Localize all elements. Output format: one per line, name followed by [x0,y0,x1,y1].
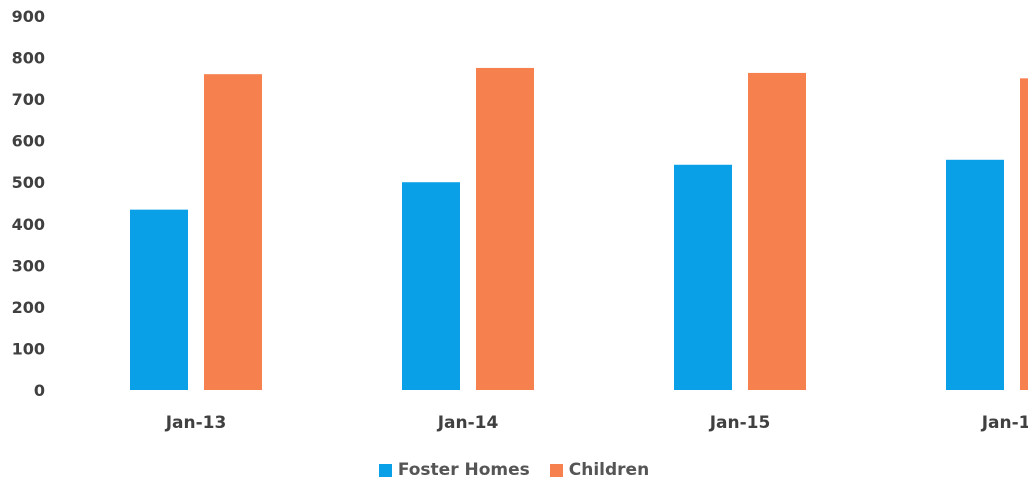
bar-children-jan-15 [748,72,806,390]
x-tick-label: Jan-16 [981,413,1028,433]
y-tick-label: 800 [12,49,45,68]
x-tick-label: Jan-15 [709,413,771,433]
legend-item-foster-homes: Foster Homes [378,460,530,480]
bar-children-jan-13 [204,74,262,390]
bar-foster-homes-jan-14 [402,182,460,390]
bar-children-jan-14 [476,67,534,390]
x-tick-label: Jan-14 [437,413,499,433]
legend-label-children: Children [568,460,650,480]
legend: Foster Homes Children [0,460,1028,480]
bar-children-jan-16 [1020,78,1028,390]
bar-foster-homes-jan-13 [130,209,188,390]
legend-item-children: Children [549,460,650,480]
y-tick-label: 500 [12,173,45,192]
legend-swatch-foster-homes [378,463,392,477]
y-tick-label: 100 [12,339,45,358]
legend-label-foster-homes: Foster Homes [397,460,530,480]
y-tick-label: 700 [12,90,45,109]
y-tick-label: 600 [12,132,45,151]
y-tick-label: 300 [12,256,45,275]
y-tick-label: 900 [12,7,45,26]
bar-foster-homes-jan-15 [674,164,732,390]
legend-swatch-children [549,463,563,477]
x-tick-label: Jan-13 [165,413,227,433]
bar-foster-homes-jan-16 [946,159,1004,390]
y-tick-label: 200 [12,298,45,317]
y-tick-label: 400 [12,215,45,234]
y-tick-label: 0 [34,381,45,400]
